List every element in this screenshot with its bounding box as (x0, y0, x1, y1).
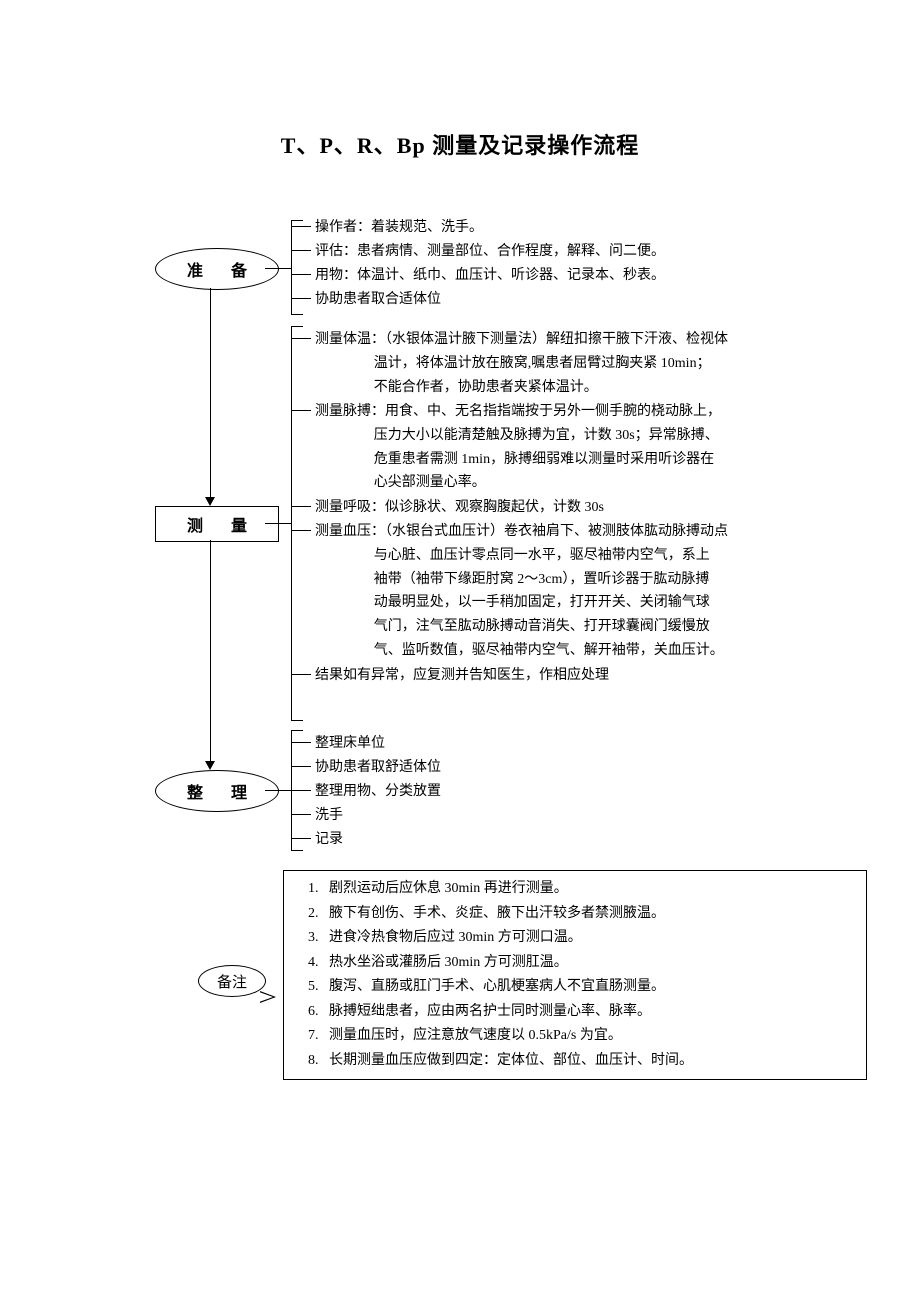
connector (210, 288, 211, 504)
notes-item: 热水坐浴或灌肠后 30min 方可测肛温。 (322, 951, 856, 976)
notes-callout-tail-inner (259, 992, 273, 1002)
notes-item: 剧烈运动后应休息 30min 再进行测量。 (322, 877, 856, 902)
bracket-inner-tick (291, 814, 311, 815)
bracket-inner-tick (291, 838, 311, 839)
bracket-tick (291, 850, 303, 851)
bracket-inner-tick (291, 506, 311, 507)
detail-text: 整理床单位 (315, 732, 385, 756)
detail-text: 结果如有异常，应复测并告知医生，作相应处理 (315, 664, 609, 688)
bracket-tick (291, 314, 303, 315)
notes-item: 腋下有创伤、手术、炎症、腋下出汗较多者禁测腋温。 (322, 902, 856, 927)
notes-callout: 备注 (198, 965, 266, 997)
bracket-tip (265, 268, 291, 269)
bracket-inner-tick (291, 530, 311, 531)
notes-box: 剧烈运动后应休息 30min 再进行测量。腋下有创伤、手术、炎症、腋下出汗较多者… (283, 870, 867, 1080)
detail-text: 洗手 (315, 804, 343, 828)
bracket-inner-tick (291, 766, 311, 767)
bracket-inner-tick (291, 338, 311, 339)
arrowhead (205, 761, 215, 770)
bracket-inner-tick (291, 274, 311, 275)
bracket-tick (291, 326, 303, 327)
bracket-tip (265, 790, 291, 791)
bracket-inner-tick (291, 250, 311, 251)
notes-item: 长期测量血压应做到四定：定体位、部位、血压计、时间。 (322, 1049, 856, 1074)
bracket-tick (291, 220, 303, 221)
bracket-inner-tick (291, 226, 311, 227)
bracket-inner-tick (291, 742, 311, 743)
bracket-inner-tick (291, 674, 311, 675)
bracket-tip (265, 523, 291, 524)
flow-node-n1: 准 备 (155, 248, 279, 290)
bracket-inner-tick (291, 410, 311, 411)
notes-item: 腹泻、直肠或肛门手术、心肌梗塞病人不宜直肠测量。 (322, 975, 856, 1000)
page: T、P、R、Bp 测量及记录操作流程 准 备测 量整 理 操作者：着装规范、洗手。… (0, 0, 920, 1302)
flow-node-n3: 整 理 (155, 770, 279, 812)
arrowhead (205, 497, 215, 506)
detail-text: 测量脉搏：用食、中、无名指指端按于另外一侧手腕的桡动脉上，压力大小以能清楚触及脉… (315, 400, 721, 495)
notes-item: 脉搏短绌患者，应由两名护士同时测量心率、脉率。 (322, 1000, 856, 1025)
detail-text: 评估：患者病情、测量部位、合作程度，解释、问二便。 (315, 240, 665, 264)
notes-list: 剧烈运动后应休息 30min 再进行测量。腋下有创伤、手术、炎症、腋下出汗较多者… (294, 877, 856, 1073)
detail-text: 协助患者取舒适体位 (315, 756, 441, 780)
bracket-spine (291, 220, 292, 314)
notes-item: 测量血压时，应注意放气速度以 0.5kPa/s 为宜。 (322, 1024, 856, 1049)
notes-callout-label: 备注 (217, 971, 247, 992)
bracket-inner-tick (291, 790, 311, 791)
flowchart-diagram: 准 备测 量整 理操作者：着装规范、洗手。评估：患者病情、测量部位、合作程度，解… (155, 220, 865, 840)
page-title: T、P、R、Bp 测量及记录操作流程 (0, 128, 920, 160)
notes-item: 进食冷热食物后应过 30min 方可测口温。 (322, 926, 856, 951)
bracket-spine (291, 326, 292, 720)
detail-text: 整理用物、分类放置 (315, 780, 441, 804)
bracket-tick (291, 720, 303, 721)
detail-text: 用物：体温计、纸巾、血压计、听诊器、记录本、秒表。 (315, 264, 665, 288)
bracket-tick (291, 730, 303, 731)
detail-text: 测量体温：（水银体温计腋下测量法）解纽扣擦干腋下汗液、检视体温计，将体温计放在腋… (315, 328, 728, 399)
connector (210, 540, 211, 768)
bracket-inner-tick (291, 298, 311, 299)
detail-text: 记录 (315, 828, 343, 852)
detail-text: 操作者：着装规范、洗手。 (315, 216, 483, 240)
detail-text: 测量血压：（水银台式血压计）卷衣袖肩下、被测肢体肱动脉搏动点与心脏、血压计零点同… (315, 520, 728, 663)
detail-text: 协助患者取合适体位 (315, 288, 441, 312)
detail-text: 测量呼吸：似诊脉状、观察胸腹起伏，计数 30s (315, 496, 604, 520)
flow-node-n2: 测 量 (155, 506, 279, 542)
